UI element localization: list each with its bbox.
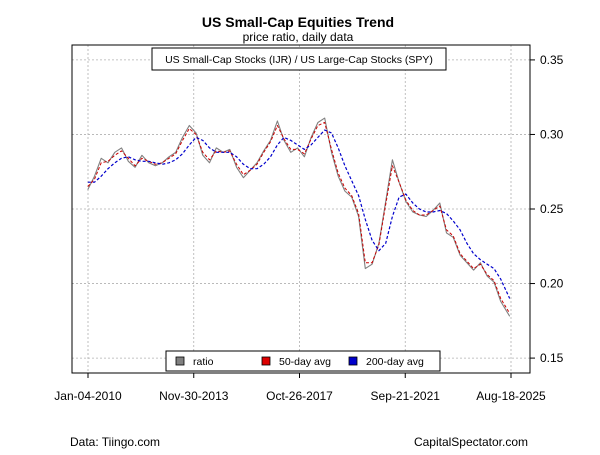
- series-line-ratio: [87, 117, 511, 317]
- footer-site: CapitalSpectator.com: [414, 435, 528, 449]
- x-tick-label: Sep-21-2021: [371, 389, 441, 403]
- x-axis: Jan-04-2010 Nov-30-2013 Oct-26-2017 Sep-21-…: [54, 373, 546, 403]
- y-tick-label: 0.15: [540, 351, 564, 365]
- legend-box: [165, 350, 441, 372]
- chart-subtitle: price ratio, daily data: [243, 30, 354, 44]
- grid: [72, 45, 530, 373]
- legend-swatch-200day: [348, 356, 358, 366]
- series-lines: [87, 117, 511, 317]
- x-tick-label: Jan-04-2010: [54, 389, 122, 403]
- legend-label-ratio: ratio: [193, 356, 214, 368]
- series-label-box: US Small-Cap Stocks (IJR) / US Large-Cap…: [151, 47, 447, 71]
- series-label-text: US Small-Cap Stocks (IJR) / US Large-Cap…: [165, 54, 433, 66]
- y-tick-label: 0.30: [540, 127, 564, 141]
- x-tick-label: Oct-26-2017: [266, 389, 333, 403]
- legend-swatch-ratio: [175, 356, 185, 366]
- chart-title: US Small-Cap Equities Trend: [202, 14, 394, 30]
- y-tick-label: 0.25: [540, 202, 564, 216]
- y-axis: 0.15 0.20 0.25 0.30 0.35: [530, 53, 564, 365]
- legend-swatch-50day: [261, 356, 271, 366]
- x-tick-label: Aug-18-2025: [476, 389, 546, 403]
- y-tick-label: 0.20: [540, 277, 564, 291]
- series-line-200-day-avg: [87, 129, 511, 299]
- legend: ratio 50-day avg 200-day avg: [165, 350, 441, 372]
- footer-source: Data: Tiingo.com: [70, 435, 160, 449]
- y-tick-label: 0.35: [540, 53, 564, 67]
- legend-label-200day: 200-day avg: [366, 356, 424, 368]
- x-tick-label: Nov-30-2013: [159, 389, 229, 403]
- legend-label-50day: 50-day avg: [279, 356, 331, 368]
